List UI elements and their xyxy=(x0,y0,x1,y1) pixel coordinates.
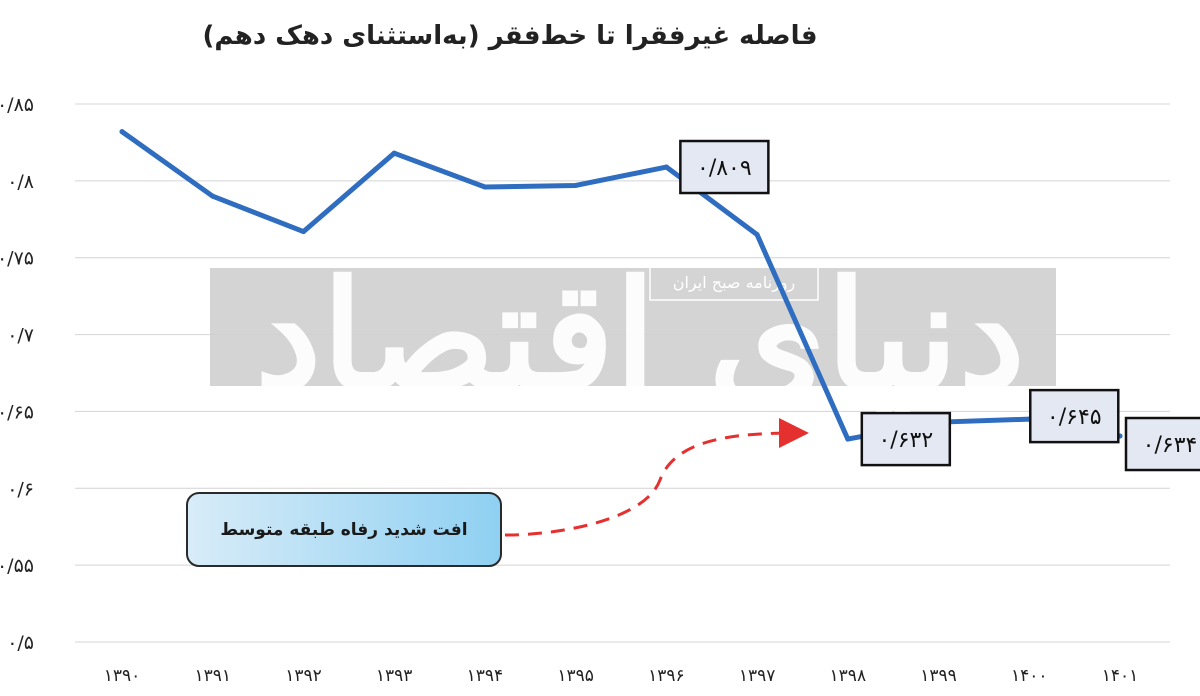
x-tick-label: ۱۴۰۱ xyxy=(1102,666,1139,686)
y-tick-label: ۰/۸۵ xyxy=(0,94,34,116)
x-tick-label: ۱۳۹۵ xyxy=(557,666,594,686)
data-point xyxy=(573,182,579,188)
y-tick-label: ۰/۵۵ xyxy=(0,555,34,577)
x-tick-label: ۱۳۹۱ xyxy=(194,666,231,686)
watermark-sub-text: روزنامه صبح ایران xyxy=(673,273,796,293)
x-tick-label: ۱۳۹۰ xyxy=(104,666,141,686)
data-point xyxy=(663,164,669,170)
data-label: ۰/۶۳۴ xyxy=(1124,416,1200,472)
x-tick-label: ۱۳۹۲ xyxy=(285,666,322,686)
data-label-text: ۰/۶۳۴ xyxy=(1143,433,1198,458)
x-tick-label: ۱۳۹۸ xyxy=(830,666,867,686)
watermark-logo-text: دنیای اقتصاد xyxy=(255,248,1025,424)
annotation: افت شدید رفاه طبقه متوسط xyxy=(186,418,809,567)
x-tick-label: ۱۳۹۷ xyxy=(739,666,776,686)
data-point xyxy=(391,150,397,156)
data-point xyxy=(119,129,125,135)
data-label-box xyxy=(1124,416,1200,472)
x-axis-ticks: ۱۳۹۰ ۱۳۹۱ ۱۳۹۲ ۱۳۹۳ ۱۳۹۴ ۱۳۹۵ ۱۳۹۶ ۱۳۹۷ ۱۳۹۸ ۱۳۹۹… xyxy=(104,666,1139,686)
x-tick-label: ۱۳۹۴ xyxy=(467,666,504,686)
data-labels: ۰/۸۰۹ ۰/۶۳۲ ۰/۶۴۵ ۰/۶۳۴ xyxy=(679,139,1200,472)
x-tick-label: ۱۳۹۹ xyxy=(920,666,957,686)
data-label-text: ۰/۶۳۲ xyxy=(878,428,933,453)
y-tick-label: ۰/۵ xyxy=(7,632,34,654)
x-tick-label: ۱۴۰۰ xyxy=(1011,666,1048,686)
data-label-box xyxy=(679,139,770,195)
data-point xyxy=(845,436,851,442)
y-tick-label: ۰/۸ xyxy=(7,171,34,193)
y-axis-ticks: ۰/۸۵ ۰/۸ ۰/۷۵ ۰/۷ ۰/۶۵ ۰/۶ ۰/۵۵ ۰/۵ xyxy=(0,94,34,654)
x-tick-label: ۱۳۹۳ xyxy=(376,666,413,686)
annotation-text: افت شدید رفاه طبقه متوسط xyxy=(220,520,467,540)
data-label: ۰/۸۰۹ xyxy=(679,139,770,195)
data-point xyxy=(210,193,216,199)
y-tick-label: ۰/۷ xyxy=(7,325,34,347)
y-tick-label: ۰/۶ xyxy=(7,478,34,500)
watermark-band xyxy=(210,268,1056,386)
data-label-box xyxy=(860,411,952,467)
series-line xyxy=(119,129,1123,442)
data-label: ۰/۶۴۵ xyxy=(1029,388,1120,444)
x-tick-label: ۱۳۹۶ xyxy=(648,666,685,686)
data-label: ۰/۶۳۲ xyxy=(860,411,952,467)
annotation-box xyxy=(186,492,502,567)
y-tick-label: ۰/۶۵ xyxy=(0,401,34,423)
annotation-arrow xyxy=(504,418,809,537)
watermark: دنیای اقتصاد روزنامه صبح ایران xyxy=(210,248,1056,424)
chart-title: فاصله غیرفقرا تا خط‌فقر (به‌استثنای دهک … xyxy=(203,21,818,51)
data-label-text: ۰/۶۴۵ xyxy=(1047,405,1102,430)
data-label-box xyxy=(1029,388,1120,444)
data-point xyxy=(300,229,306,235)
data-point xyxy=(754,232,760,238)
data-label-text: ۰/۸۰۹ xyxy=(697,156,752,181)
y-tick-label: ۰/۷۵ xyxy=(0,248,34,270)
watermark-sub-box xyxy=(649,261,819,301)
data-point xyxy=(482,184,488,190)
